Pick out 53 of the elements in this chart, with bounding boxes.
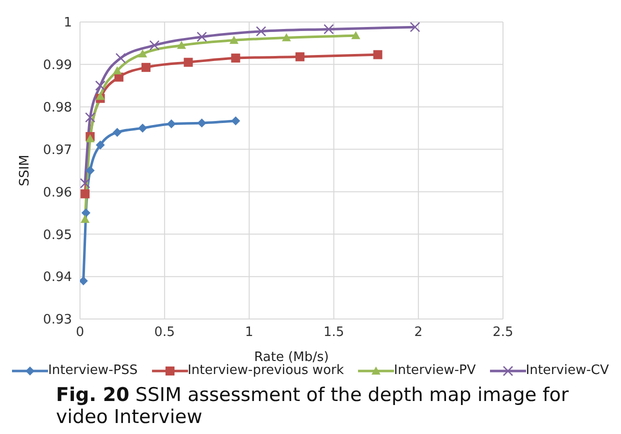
legend-label: Interview-CV [526,363,609,378]
point [373,50,382,60]
point [86,166,95,175]
point [256,26,266,36]
y-axis-title: SSIM [18,154,33,186]
x-tick-label: 1.5 [323,325,344,340]
point [282,33,291,42]
point [141,62,150,72]
point [197,118,206,128]
y-tick-label: 0.96 [43,185,72,200]
point [115,52,126,64]
point [166,119,176,128]
point [295,52,304,62]
x-tick-label: 0.5 [154,325,175,340]
x-tick-label: 1 [245,325,254,340]
point [85,112,96,123]
point [138,49,148,58]
point [81,208,90,218]
point [80,276,88,286]
x-axis-title: Rate (Mb/s) [254,350,329,365]
point [324,24,334,34]
y-tick-label: 0.94 [43,270,72,286]
y-tick-label: 0.99 [43,58,72,74]
point [80,178,90,188]
point [112,128,122,137]
text: Fig. 20 SSIM assessment of the depth map image for video Interview [56,384,569,428]
point [95,80,106,91]
point [80,214,90,223]
point [231,116,240,126]
legend-label: Interview-previous work [188,363,344,378]
y-tick-label: 0.98 [43,100,72,116]
x-tick-label: 2.5 [492,325,514,340]
y-tick-label: 1 [64,16,72,31]
y-tick-label: 0.93 [43,312,72,328]
legend-label: Interview-PV [394,363,476,378]
point [138,124,148,133]
point [80,189,90,198]
point [96,140,105,150]
x-tick-label: 2 [414,325,423,340]
point [96,92,105,100]
point [410,22,420,32]
point [229,36,238,44]
point [149,40,160,50]
point [351,31,360,40]
x-tick-label: 0 [76,325,84,340]
point [196,32,207,42]
y-tick-label: 0.97 [43,142,72,158]
point [112,66,122,74]
point [184,58,193,67]
point [231,54,240,63]
legend-label: Interview-PSS [48,363,138,378]
y-tick-label: 0.95 [43,228,72,243]
point [177,40,186,49]
